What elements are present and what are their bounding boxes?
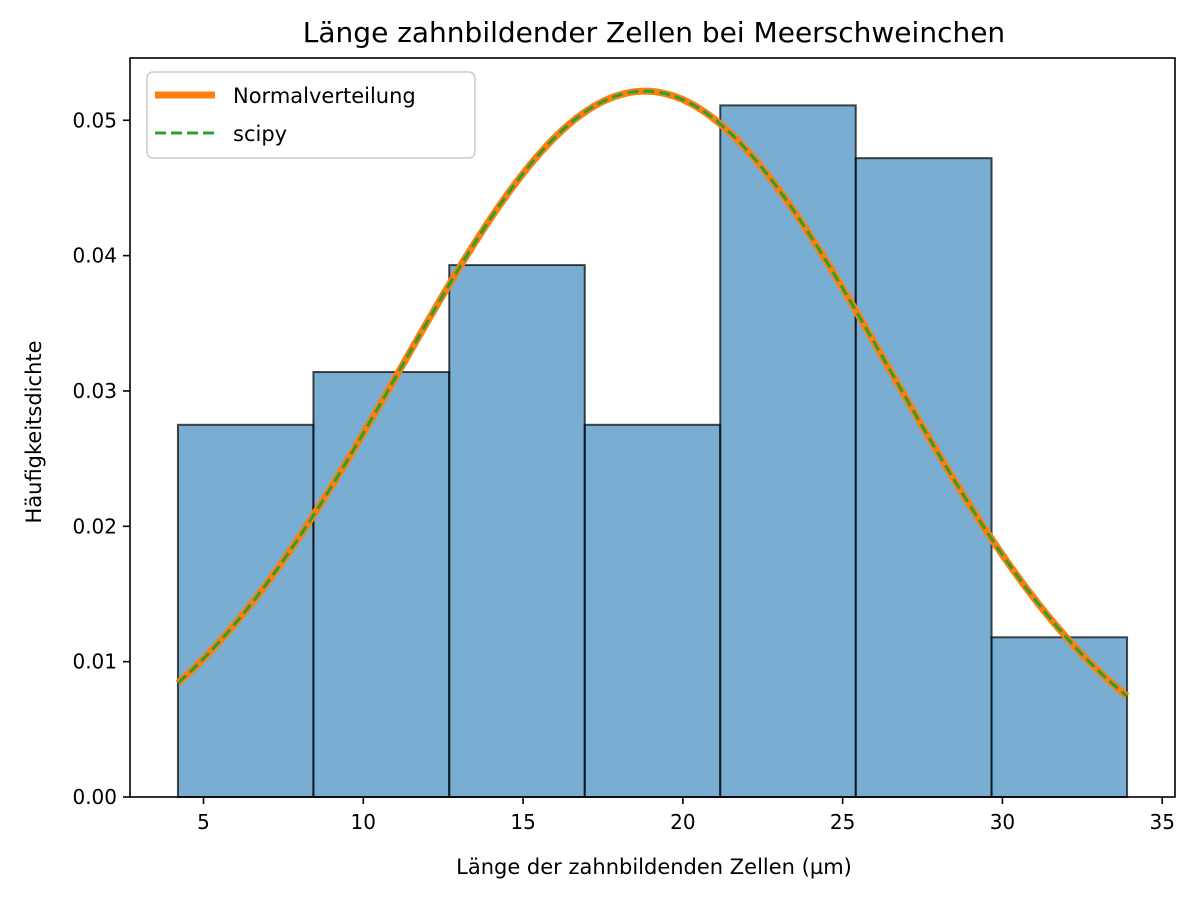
x-axis: 5 10 15 20 25 30 35 — [197, 797, 1175, 834]
y-tick-label: 0.02 — [72, 514, 117, 538]
y-tick-label: 0.01 — [72, 650, 117, 674]
legend-box — [146, 71, 476, 159]
histogram-bar-2 — [312, 371, 451, 798]
x-tick-label: 35 — [1149, 810, 1174, 834]
y-tick-label: 0.04 — [72, 244, 117, 268]
x-tick-label: 25 — [830, 810, 855, 834]
chart-title: Länge zahnbildender Zellen bei Meerschwe… — [303, 16, 1005, 49]
y-tick-label: 0.03 — [72, 379, 117, 403]
y-axis-label: Häufigkeitsdichte — [22, 340, 46, 523]
plot-frame — [129, 57, 1176, 798]
x-tick-label: 10 — [351, 810, 376, 834]
histogram-bar-7 — [990, 636, 1129, 798]
histogram-bars — [176, 104, 1129, 799]
legend-label-scipy: scipy — [233, 122, 287, 146]
y-axis: 0.00 0.01 0.02 0.03 0.04 0.05 — [72, 108, 130, 809]
x-tick-label: 30 — [990, 810, 1015, 834]
y-tick-label: 0.05 — [72, 108, 117, 132]
legend-label-normalverteilung: Normalverteilung — [233, 84, 416, 108]
y-tick-label: 0.00 — [72, 785, 117, 809]
legend: Normalverteilung scipy — [146, 71, 476, 159]
x-tick-label: 5 — [197, 810, 210, 834]
x-tick-label: 15 — [510, 810, 535, 834]
histogram-bar-6 — [854, 157, 993, 798]
histogram-bar-3 — [448, 264, 586, 799]
x-axis-label: Länge der zahnbildenden Zellen (µm) — [456, 855, 852, 879]
series-line-scipy — [176, 89, 1129, 698]
histogram-bar-5 — [719, 104, 857, 799]
x-tick-label: 20 — [670, 810, 695, 834]
density-curves — [175, 87, 1130, 699]
histogram-bar-4 — [583, 423, 722, 798]
